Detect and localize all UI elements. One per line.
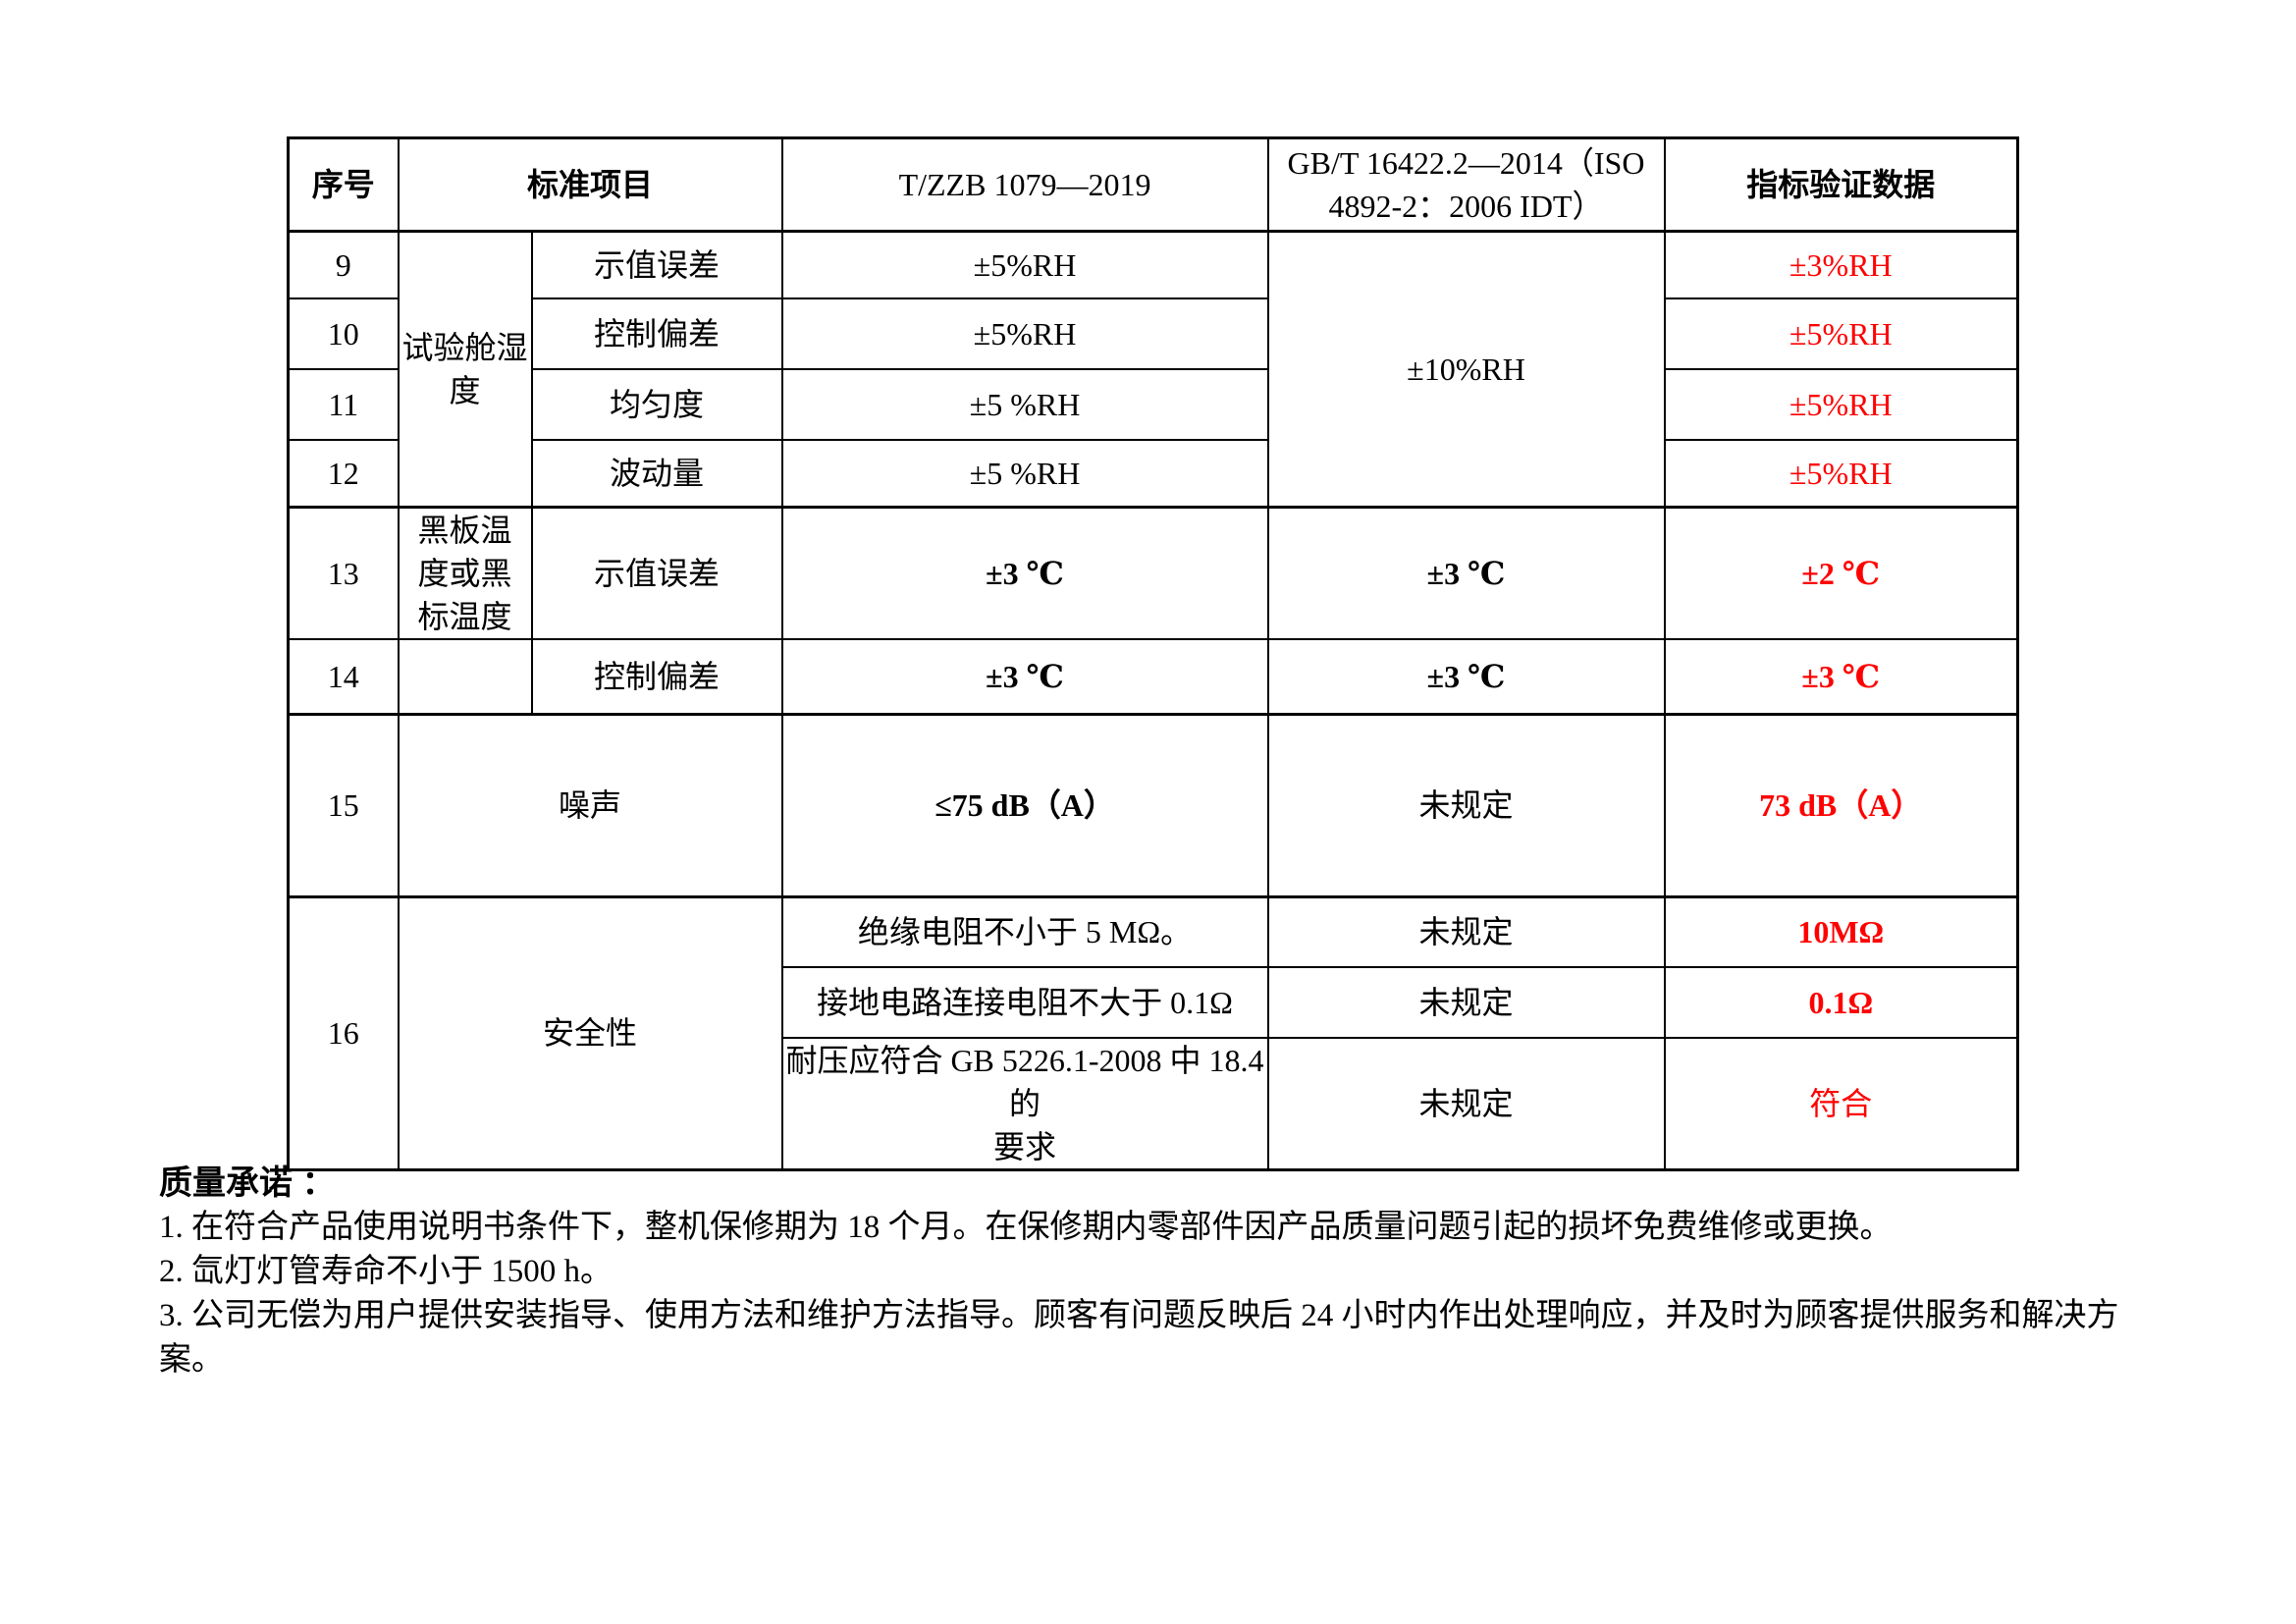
row16-group-safety: 安全性 bbox=[397, 895, 783, 1171]
header-no: 序号 bbox=[287, 136, 400, 233]
header-tzzb-standard: T/ZZB 1079—2019 bbox=[780, 136, 1269, 233]
row14-item: 控制偏差 bbox=[530, 638, 783, 716]
row10-item: 控制偏差 bbox=[530, 297, 783, 370]
row13-gbt-value: ±3 ℃ bbox=[1266, 506, 1666, 640]
row16-no: 16 bbox=[287, 895, 400, 1171]
row14-gbt-value: ±3 ℃ bbox=[1266, 638, 1666, 716]
header-gbt-standard: GB/T 16422.2—2014（ISO 4892-2：2006 IDT） bbox=[1266, 136, 1666, 233]
row15-no: 15 bbox=[287, 713, 400, 898]
row9-item: 示值误差 bbox=[530, 230, 783, 299]
row16a-verify-value: 10MΩ bbox=[1663, 895, 2019, 968]
row9-gbt-value: ±10%RH bbox=[1266, 230, 1666, 509]
row12-verify-value: ±5%RH bbox=[1663, 438, 2019, 509]
row16b-tzzb-grounding: 接地电路连接电阻不大于 0.1Ω bbox=[780, 966, 1269, 1039]
row9-tzzb-value: ±5%RH bbox=[780, 230, 1269, 299]
row10-no: 10 bbox=[287, 297, 400, 370]
row9-group-humidity: 试验舱湿 度 bbox=[397, 230, 533, 509]
row16a-gbt-value: 未规定 bbox=[1266, 895, 1666, 968]
row13-no: 13 bbox=[287, 506, 400, 640]
row13-group-blackpanel-temp: 黑板温 度或黑 标温度 bbox=[397, 506, 533, 640]
quality-note-1: 1. 在符合产品使用说明书条件下，整机保修期为 18 个月。在保修期内零部件因产… bbox=[159, 1210, 1893, 1245]
row15-group-noise: 噪声 bbox=[397, 713, 783, 898]
row9-no: 9 bbox=[287, 230, 400, 299]
row15-gbt-value: 未规定 bbox=[1266, 713, 1666, 898]
row12-tzzb-value: ±5 %RH bbox=[780, 438, 1269, 509]
row11-verify-value: ±5%RH bbox=[1663, 367, 2019, 441]
row14-verify-value: ±3 ℃ bbox=[1663, 638, 2019, 716]
quality-commitment-section: 质量承诺 ： 1. 在符合产品使用说明书条件下，整机保修期为 18 个月。在保修… bbox=[159, 1162, 2191, 1382]
row13-verify-value: ±2 ℃ bbox=[1663, 506, 2019, 640]
row9-verify-value: ±3%RH bbox=[1663, 230, 2019, 299]
row13-item: 示值误差 bbox=[530, 506, 783, 640]
row15-tzzb-value: ≤75 dB（A） bbox=[780, 713, 1269, 898]
row16b-gbt-value: 未规定 bbox=[1266, 966, 1666, 1039]
row16a-tzzb-insulation: 绝缘电阻不小于 5 MΩ。 bbox=[780, 895, 1269, 968]
row11-no: 11 bbox=[287, 367, 400, 441]
row14-no: 14 bbox=[287, 638, 400, 716]
row11-item: 均匀度 bbox=[530, 367, 783, 441]
row16c-gbt-value: 未规定 bbox=[1266, 1037, 1666, 1171]
row13-tzzb-value: ±3 ℃ bbox=[780, 506, 1269, 640]
header-item: 标准项目 bbox=[397, 136, 783, 233]
standards-comparison-table: 序号 标准项目 T/ZZB 1079—2019 GB/T 16422.2—201… bbox=[287, 136, 2019, 1171]
row10-tzzb-value: ±5%RH bbox=[780, 297, 1269, 370]
quality-note-3: 3. 公司无偿为用户提供安装指导、使用方法和维护方法指导。顾客有问题反映后 24… bbox=[159, 1298, 2119, 1378]
row16c-verify-value: 符合 bbox=[1663, 1037, 2019, 1171]
row14-group-empty bbox=[397, 638, 533, 716]
quality-note-2: 2. 氙灯灯管寿命不小于 1500 h。 bbox=[159, 1254, 613, 1289]
row12-item: 波动量 bbox=[530, 438, 783, 509]
header-verify-data: 指标验证数据 bbox=[1663, 136, 2019, 233]
row10-verify-value: ±5%RH bbox=[1663, 297, 2019, 370]
row16b-verify-value: 0.1Ω bbox=[1663, 966, 2019, 1039]
row12-no: 12 bbox=[287, 438, 400, 509]
row14-tzzb-value: ±3 ℃ bbox=[780, 638, 1269, 716]
quality-commitment-heading: 质量承诺 ： bbox=[159, 1164, 336, 1202]
row11-tzzb-value: ±5 %RH bbox=[780, 367, 1269, 441]
row15-verify-value: 73 dB（A） bbox=[1663, 713, 2019, 898]
row16c-tzzb-withstand-voltage: 耐压应符合 GB 5226.1-2008 中 18.4 的 要求 bbox=[780, 1037, 1269, 1171]
